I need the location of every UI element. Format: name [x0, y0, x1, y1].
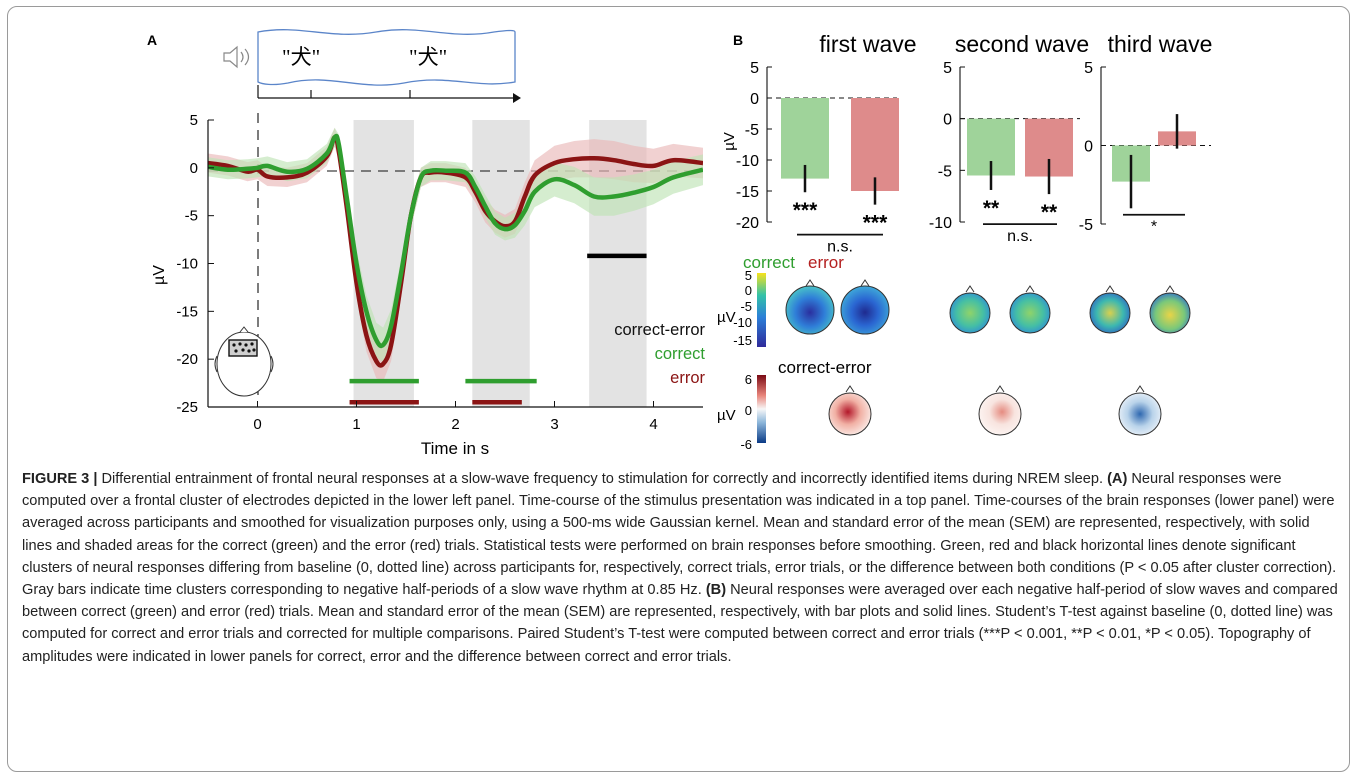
significance-stars: ***: [793, 199, 818, 222]
significance-lines: [349, 253, 647, 405]
x-tick-label: 1: [352, 416, 360, 433]
topomap-second-correct: [949, 285, 991, 334]
diff-title: correct-error: [778, 358, 872, 377]
x-tick-label: 0: [253, 416, 261, 433]
topography-diff-row: correct-error µV 6 0 -6: [717, 358, 1162, 452]
bar-y-tick-label: 0: [1084, 139, 1093, 156]
comparison-label: n.s.: [1007, 228, 1033, 245]
bar-y-tick-label: -5: [938, 163, 952, 180]
significance-stars: **: [1041, 201, 1058, 224]
stimulus-waveform-box: [257, 29, 516, 86]
y-tick-label: -10: [176, 256, 198, 273]
comparison-label: *: [1151, 219, 1157, 236]
mean-lines: [208, 133, 703, 368]
caption-text-1: Differential entrainment of frontal neur…: [97, 471, 1108, 487]
legend-correct-error: correct-error: [614, 321, 705, 339]
topomaps-condition: [785, 279, 1191, 335]
colorbar2-tick-m6: -6: [740, 437, 752, 452]
y-axis-label: µV: [151, 265, 168, 285]
legend-correct: correct: [655, 345, 706, 363]
colorbar2-unit: µV: [717, 407, 736, 424]
colorbar1-unit: µV: [717, 309, 736, 326]
bar-y-tick-label: -5: [745, 122, 759, 139]
bar-error: [851, 98, 899, 191]
colorbar1-tick-m10: -10: [733, 315, 752, 330]
bar-y-tick-label: 5: [750, 60, 759, 77]
electrode-head-icon: [214, 326, 274, 397]
caption-text-3: Neural responses were averaged over each…: [22, 582, 1338, 665]
x-tick-label: 3: [550, 416, 558, 433]
caption-label: FIGURE 3 |: [22, 471, 98, 487]
y-tick-label: 5: [190, 112, 198, 129]
topomap-third-correct: [1089, 285, 1131, 334]
topomap-third-error: [1149, 285, 1191, 334]
bar-y-tick-label: -10: [929, 215, 952, 232]
axes-a: 5 0 -5 -10 -15 -20 -25 0 1 2 3 4: [176, 112, 703, 433]
topomap-first-diff: [828, 385, 872, 436]
erp-time-course-chart: 5 0 -5 -10 -15 -20 -25 0 1 2 3 4 µV Time in s corre…: [151, 112, 705, 458]
topo-legend-error: error: [808, 253, 844, 272]
figure-caption: FIGURE 3 | Differential entrainment of f…: [22, 468, 1340, 668]
bar-chart-title: first wave: [819, 31, 916, 57]
bar-y-tick-label: -20: [736, 215, 759, 232]
colorbar2: [757, 375, 766, 443]
bar-charts-b: first wave50-5-10-15-20µV******n.s.secon…: [721, 31, 1212, 256]
colorbar1-tick-m15: -15: [733, 333, 752, 348]
topomap-first-error: [840, 279, 890, 335]
colorbar1-tick-m5: -5: [740, 299, 752, 314]
x-tick-label: 2: [451, 416, 459, 433]
topomap-first-correct: [785, 279, 835, 335]
colorbar2-tick-0: 0: [745, 403, 752, 418]
y-tick-label: -20: [176, 351, 198, 368]
mean-line-correct: [208, 133, 703, 349]
bar-chart-1: first wave 5 0 -5 -10 -15 -20 µV *** *** n.s.: [721, 31, 917, 256]
colorbar1: [757, 273, 766, 347]
stimulus-word-1: "犬": [282, 45, 320, 69]
significance-stars: **: [983, 197, 1000, 220]
x-axis-label: Time in s: [421, 439, 489, 458]
bar-y-tick-label: -10: [736, 153, 759, 170]
panel-a-label: A: [147, 32, 157, 48]
timeline-axis: [257, 85, 513, 99]
topomap-second-diff: [978, 385, 1022, 436]
bar-y-tick-label: 5: [1084, 60, 1093, 77]
figure-frame: [7, 6, 1350, 772]
bar-chart-title: third wave: [1108, 31, 1213, 57]
topomap-second-error: [1009, 285, 1051, 334]
bar-y-tick-label: 5: [943, 60, 952, 77]
topo-legend-correct: correct: [743, 253, 795, 272]
timeline-arrowhead: [513, 93, 521, 103]
colorbar2-tick-6: 6: [745, 372, 752, 387]
stimulus-word-2: "犬": [409, 45, 447, 69]
significance-stars: ***: [863, 212, 888, 235]
bar-y-tick-label: 0: [943, 112, 952, 129]
bar-y-tick-label: 0: [750, 91, 759, 108]
caption-a-tag: (A): [1107, 471, 1128, 487]
caption-text-2: Neural responses were computed over a fr…: [22, 471, 1337, 599]
topography-legend-row: correct error µV 5 0 -5 -10 -15: [717, 253, 844, 348]
speaker-icon: [223, 45, 250, 69]
bar-y-label: µV: [721, 132, 738, 151]
y-tick-label: -5: [185, 208, 198, 225]
bar-y-tick-label: -5: [1079, 217, 1093, 234]
colorbar1-tick-0: 0: [745, 283, 752, 298]
y-tick-label: -25: [176, 399, 198, 416]
comparison-label: n.s.: [827, 239, 853, 256]
topomap-third-diff: [1118, 385, 1162, 436]
legend-error: error: [670, 369, 705, 387]
bar-chart-3: third wave 5 0 -5 *: [1079, 31, 1213, 236]
colorbar1-tick-5: 5: [745, 268, 752, 283]
x-tick-label: 4: [649, 416, 657, 433]
figure-graphic: A "犬" "犬": [147, 29, 1212, 458]
gray-bar-2: [472, 120, 530, 407]
caption-b-tag: (B): [705, 582, 727, 599]
bar-y-tick-label: -15: [736, 184, 759, 201]
stimulus-panel: "犬" "犬": [223, 29, 521, 103]
bar-chart-title: second wave: [955, 31, 1089, 57]
y-tick-label: -15: [176, 303, 198, 320]
y-tick-label: 0: [190, 160, 198, 177]
panel-b-label: B: [733, 32, 743, 48]
